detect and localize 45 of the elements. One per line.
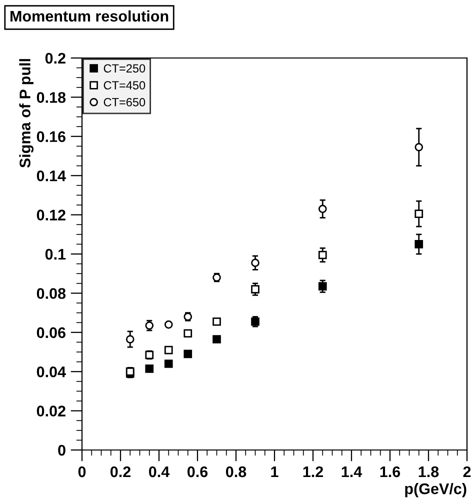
point	[126, 335, 134, 344]
point	[184, 350, 192, 358]
x-tick-label: 0.6	[187, 466, 208, 478]
x-tick-label: 0	[78, 466, 86, 478]
y-tick-label: 0	[58, 444, 66, 456]
chart-title: Momentum resolution	[10, 10, 168, 22]
legend-label: CT=450	[104, 81, 146, 90]
point	[318, 250, 327, 260]
y-tick-label: 0.1	[45, 248, 66, 260]
legend-label: CT=250	[104, 64, 146, 73]
point	[414, 240, 424, 248]
y-axis-title: Sigma of P pull	[19, 59, 34, 168]
point	[318, 282, 327, 291]
point	[184, 329, 192, 338]
x-tick-label: 0.8	[226, 466, 246, 478]
x-axis-title: p(GeV/c)	[405, 482, 466, 498]
x-tick-label: 1.8	[418, 466, 439, 478]
point	[212, 335, 221, 344]
point	[164, 320, 173, 329]
x-tick-label: 0.4	[148, 466, 170, 478]
point	[164, 360, 173, 368]
legend-label: CT=650	[104, 98, 146, 106]
point	[318, 204, 327, 214]
y-tick-label: 0.18	[36, 92, 66, 103]
y-tick-label: 0.08	[36, 288, 66, 299]
x-tick-label: 1.4	[342, 466, 362, 478]
y-tick-label: 0.14	[36, 170, 66, 182]
point	[212, 317, 221, 326]
point	[145, 364, 154, 373]
y-tick-label: 0.02	[36, 406, 66, 416]
y-tick-label: 0.04	[36, 366, 66, 378]
y-tick-label: 0.12	[36, 210, 66, 220]
x-tick-label: 2	[463, 466, 471, 478]
point	[414, 210, 424, 218]
point	[251, 258, 260, 267]
x-tick-label: 1.2	[303, 466, 324, 478]
point	[414, 143, 424, 152]
point	[164, 346, 173, 354]
y-tick-label: 0.2	[45, 52, 66, 64]
x-tick-label: 0.2	[110, 466, 131, 478]
y-tick-label: 0.16	[36, 131, 66, 142]
x-tick-label: 1.6	[380, 466, 400, 478]
y-tick-label: 0.06	[36, 327, 66, 338]
point	[251, 285, 260, 294]
x-tick-label: 1	[271, 466, 278, 478]
